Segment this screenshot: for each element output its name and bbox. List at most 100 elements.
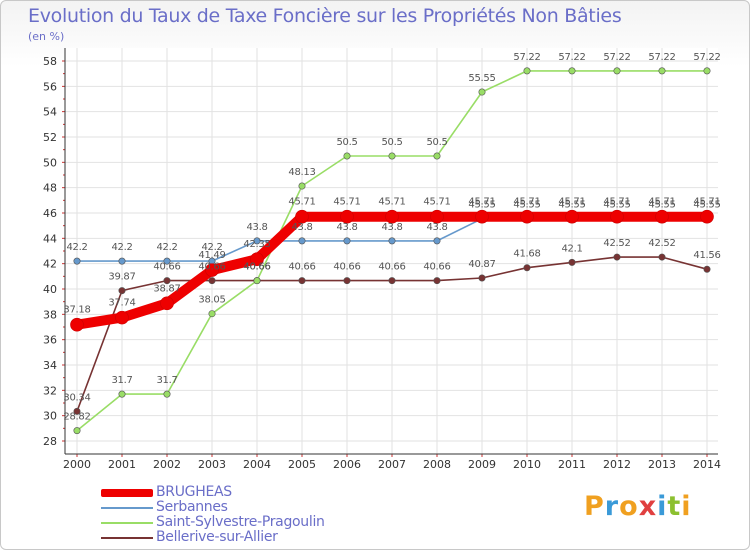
legend-swatch-saint-sylvestre bbox=[101, 522, 153, 524]
logo-letter: r bbox=[604, 491, 620, 522]
data-point bbox=[700, 209, 714, 224]
data-point bbox=[343, 237, 351, 245]
data-label: 55.55 bbox=[468, 73, 495, 84]
data-point bbox=[253, 237, 261, 245]
y-tick-label: 28 bbox=[43, 435, 57, 448]
y-tick-label: 48 bbox=[43, 182, 57, 195]
data-point bbox=[343, 152, 351, 160]
legend-label: Saint-Sylvestre-Pragoulin bbox=[156, 514, 325, 530]
x-tick-label: 2003 bbox=[198, 458, 226, 471]
x-tick-label: 2004 bbox=[243, 458, 271, 471]
data-label: 43.8 bbox=[336, 222, 357, 233]
x-tick-label: 2009 bbox=[468, 458, 496, 471]
data-point bbox=[73, 407, 81, 415]
axes: 28 30 32 34 36 38 40 42 44 46 48 50 52 54 56 58 2000 2001… bbox=[43, 48, 721, 471]
data-label: 40.66 bbox=[243, 262, 270, 273]
legend-swatch-bellerive bbox=[101, 537, 153, 539]
data-point bbox=[613, 253, 621, 261]
data-label: 45.71 bbox=[378, 197, 405, 208]
data-point bbox=[565, 209, 579, 224]
x-tick-label: 2014 bbox=[693, 458, 721, 471]
logo-letter: i bbox=[681, 491, 692, 522]
data-point bbox=[433, 277, 441, 285]
data-point bbox=[208, 277, 216, 285]
data-label: 42.52 bbox=[648, 238, 675, 249]
data-point bbox=[298, 277, 306, 285]
legend-label: BRUGHEAS bbox=[156, 484, 232, 500]
data-label: 39.87 bbox=[108, 272, 135, 283]
data-labels: 42.2 42.2 42.2 42.2 43.8 43.8 43.8 43.8 43.8 45.5… bbox=[63, 52, 720, 423]
data-label: 45.71 bbox=[423, 197, 450, 208]
data-point bbox=[298, 237, 306, 245]
data-label: 42.35 bbox=[243, 239, 270, 250]
y-tick-label: 34 bbox=[43, 359, 57, 372]
data-label: 45.71 bbox=[513, 197, 540, 208]
proxiti-logo: Proxiti bbox=[584, 491, 692, 522]
data-label: 57.22 bbox=[513, 52, 540, 63]
grid bbox=[65, 48, 718, 454]
x-tick-label: 2011 bbox=[558, 458, 586, 471]
data-label: 45.55 bbox=[648, 200, 675, 211]
data-label: 57.22 bbox=[648, 52, 675, 63]
data-label: 50.5 bbox=[336, 137, 357, 148]
data-point bbox=[658, 67, 666, 75]
data-label: 45.55 bbox=[603, 200, 630, 211]
data-point bbox=[703, 67, 711, 75]
data-label: 50.5 bbox=[381, 137, 402, 148]
data-point bbox=[478, 274, 486, 282]
data-label: 45.71 bbox=[468, 197, 495, 208]
data-point bbox=[298, 182, 306, 190]
data-point bbox=[73, 257, 81, 265]
data-label: 45.55 bbox=[693, 200, 720, 211]
legend-swatch-brugheas bbox=[101, 489, 153, 497]
x-tick-label: 2012 bbox=[603, 458, 631, 471]
data-label: 42.2 bbox=[156, 242, 177, 253]
data-point bbox=[385, 209, 399, 224]
y-tick-label: 58 bbox=[43, 55, 57, 68]
data-label: 43.8 bbox=[246, 222, 267, 233]
x-tick-label: 2008 bbox=[423, 458, 451, 471]
y-axis-unit-label: (en %) bbox=[28, 30, 65, 43]
data-point bbox=[295, 209, 309, 224]
data-label: 45.71 bbox=[333, 197, 360, 208]
data-point bbox=[163, 257, 171, 265]
data-point bbox=[655, 209, 669, 224]
data-point bbox=[433, 237, 441, 245]
data-label: 38.87 bbox=[153, 283, 180, 294]
data-point bbox=[208, 310, 216, 318]
series-lines bbox=[70, 67, 714, 435]
data-point bbox=[253, 277, 261, 285]
data-label: 45.71 bbox=[603, 197, 630, 208]
y-tick-label: 54 bbox=[43, 106, 57, 119]
data-label: 40.66 bbox=[153, 262, 180, 273]
data-point bbox=[568, 67, 576, 75]
data-label: 45.55 bbox=[513, 200, 540, 211]
data-point bbox=[520, 209, 534, 224]
data-label: 50.5 bbox=[426, 137, 447, 148]
data-point bbox=[523, 67, 531, 75]
data-label: 40.66 bbox=[198, 262, 225, 273]
data-label: 40.66 bbox=[243, 262, 270, 273]
data-point bbox=[433, 152, 441, 160]
data-point bbox=[613, 67, 621, 75]
y-tick-label: 36 bbox=[43, 334, 57, 347]
data-label: 42.2 bbox=[66, 242, 87, 253]
data-point bbox=[388, 152, 396, 160]
y-tick-label: 52 bbox=[43, 131, 57, 144]
data-label: 40.66 bbox=[333, 262, 360, 273]
data-label: 41.56 bbox=[693, 250, 720, 261]
logo-letter: P bbox=[584, 491, 605, 522]
data-label: 31.7 bbox=[156, 375, 177, 386]
chart-title: Evolution du Taux de Taxe Foncière sur l… bbox=[28, 5, 622, 27]
data-label: 38.05 bbox=[198, 295, 225, 306]
x-tick-label: 2000 bbox=[63, 458, 91, 471]
data-label: 45.71 bbox=[648, 197, 675, 208]
y-tick-label: 32 bbox=[43, 384, 57, 397]
x-tick-label: 2002 bbox=[153, 458, 181, 471]
data-label: 42.2 bbox=[111, 242, 132, 253]
data-label: 37.18 bbox=[63, 305, 90, 316]
data-point bbox=[343, 277, 351, 285]
data-point bbox=[430, 209, 444, 224]
x-tick-label: 2013 bbox=[648, 458, 676, 471]
